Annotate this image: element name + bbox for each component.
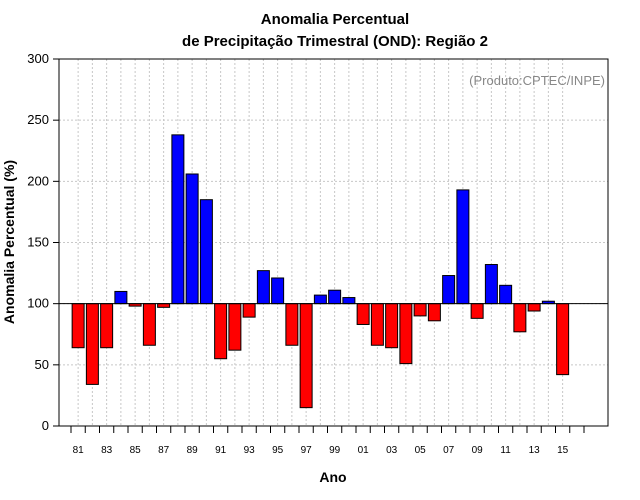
chart-title-line-1: Anomalia Percentual — [261, 11, 409, 28]
bar-10 — [484, 264, 498, 305]
y-tick-label: 200 — [27, 173, 49, 188]
bar-06 — [427, 303, 441, 322]
plot-frame — [58, 58, 609, 427]
y-tick-label: 150 — [27, 235, 49, 250]
bar-93 — [242, 303, 256, 318]
bar-90 — [199, 199, 213, 305]
bar-13 — [527, 303, 541, 312]
bar-83 — [100, 303, 114, 349]
bar-99 — [328, 289, 342, 305]
y-tick-label: 50 — [35, 357, 49, 372]
bar-87 — [157, 303, 171, 308]
x-tick-label: 93 — [244, 445, 256, 456]
x-tick-label: 85 — [130, 445, 142, 456]
chart-title-line-2: de Precipitação Trimestral (OND): Região… — [182, 33, 488, 50]
bar-15 — [556, 303, 570, 376]
x-tick-label: 95 — [272, 445, 284, 456]
bar-97 — [299, 303, 313, 409]
bar-08 — [456, 189, 470, 305]
bar-00 — [342, 297, 356, 305]
bar-94 — [256, 270, 270, 305]
x-tick-label: 01 — [358, 445, 370, 456]
x-tick-label: 99 — [329, 445, 341, 456]
bar-02 — [370, 303, 384, 346]
x-tick-label: 89 — [187, 445, 199, 456]
bar-92 — [228, 303, 242, 351]
bar-84 — [114, 290, 128, 305]
x-axis: 81 83 85 87 89 91 93 95 97 99 01 03 05 07 09 11 13 15 — [70, 426, 585, 456]
bar-88 — [171, 134, 185, 305]
x-tick-label: 91 — [215, 445, 227, 456]
bar-05 — [413, 303, 427, 317]
bar-95 — [271, 277, 285, 305]
bar-07 — [442, 275, 456, 305]
x-tick-label: 13 — [529, 445, 541, 456]
bar-03 — [385, 303, 399, 349]
x-tick-label: 07 — [443, 445, 455, 456]
bars — [71, 134, 570, 409]
bar-11 — [499, 284, 513, 305]
x-tick-label: 87 — [158, 445, 170, 456]
x-tick-label: 05 — [415, 445, 427, 456]
bar-98 — [313, 294, 327, 305]
x-tick-label: 83 — [101, 445, 113, 456]
x-tick-label: 09 — [472, 445, 484, 456]
x-tick-label: 97 — [301, 445, 313, 456]
bar-01 — [356, 303, 370, 325]
bar-86 — [142, 303, 156, 346]
source-annotation: (Produto:CPTEC/INPE) — [469, 73, 605, 88]
y-tick-label: 250 — [27, 112, 49, 127]
y-axis-label: Anomalia Percentual (%) — [1, 160, 17, 324]
y-tick-label: 100 — [27, 296, 49, 311]
bar-81 — [71, 303, 85, 349]
x-axis-label: Ano — [319, 469, 346, 485]
y-axis: 0 50 100 150 200 250 300 — [27, 51, 59, 433]
bar-91 — [214, 303, 228, 360]
bar-04 — [399, 303, 413, 365]
bar-09 — [470, 303, 484, 319]
x-tick-label: 81 — [73, 445, 85, 456]
bar-12 — [513, 303, 527, 333]
x-tick-label: 03 — [386, 445, 398, 456]
bar-82 — [85, 303, 99, 385]
grid-lines — [59, 59, 608, 426]
x-tick-label: 15 — [557, 445, 569, 456]
bar-96 — [285, 303, 299, 346]
y-tick-label: 300 — [27, 51, 49, 66]
x-tick-label: 11 — [500, 445, 511, 456]
y-tick-label: 0 — [42, 418, 49, 433]
bar-89 — [185, 173, 199, 305]
